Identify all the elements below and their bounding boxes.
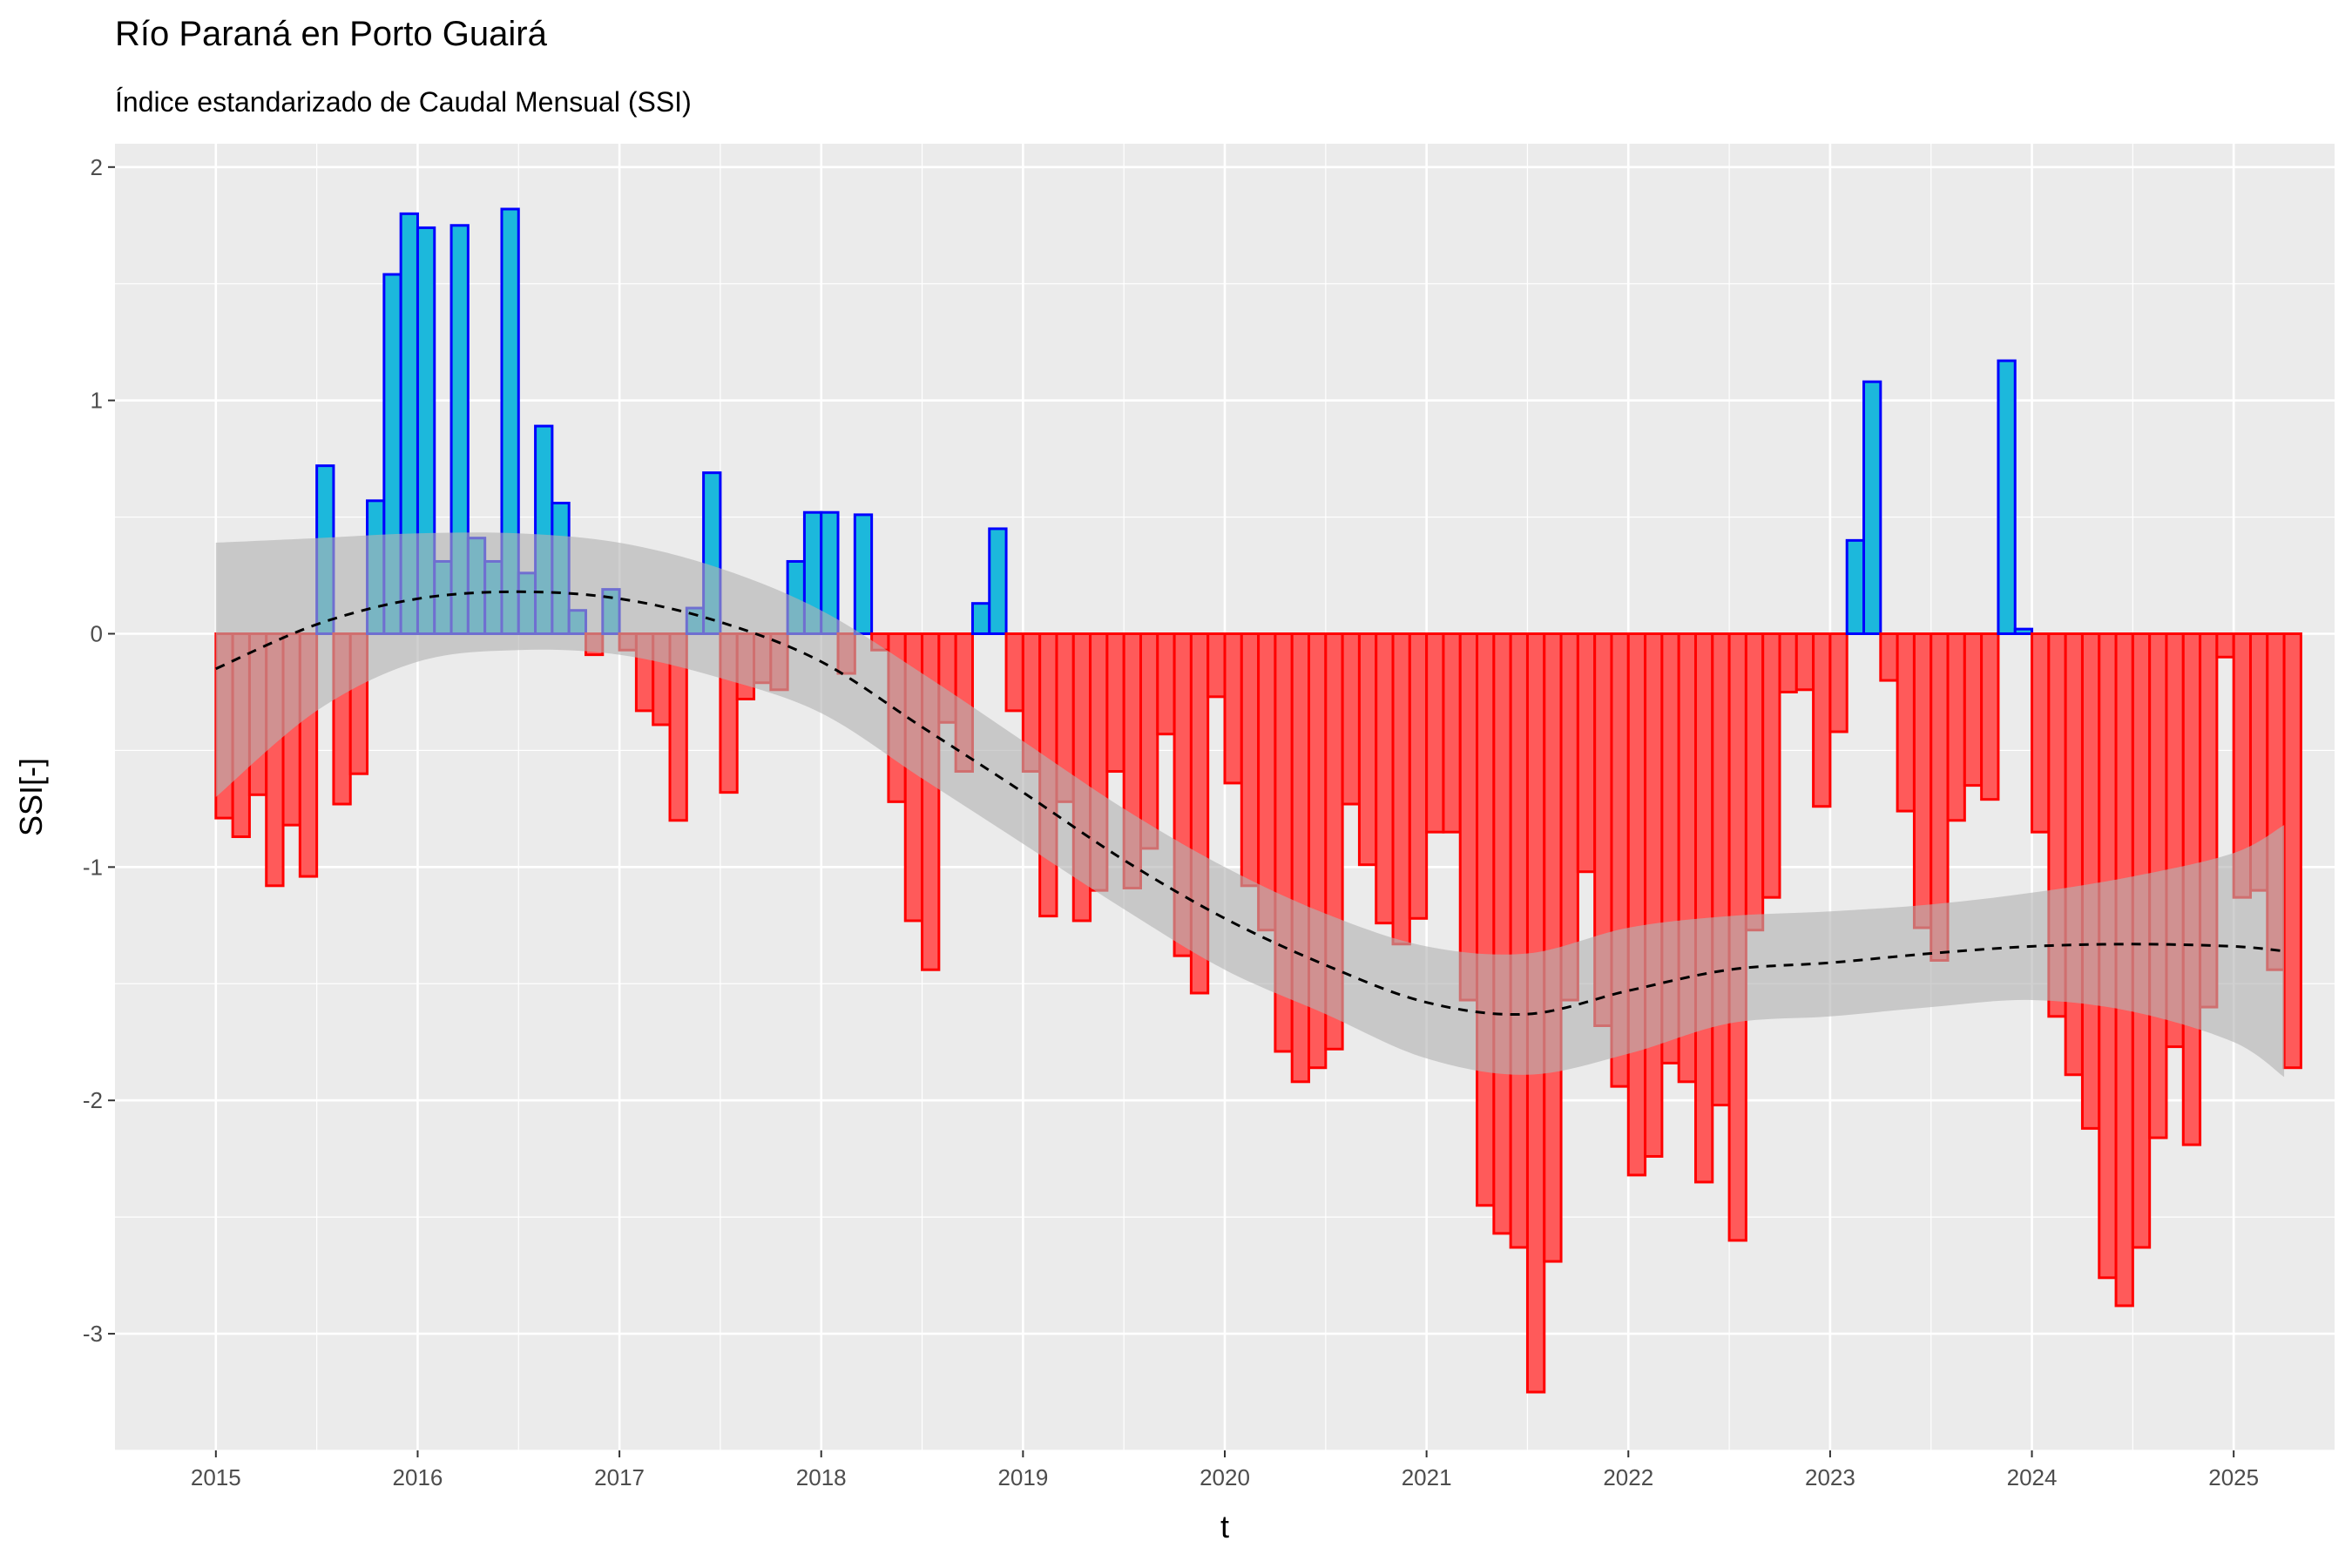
bar-positive bbox=[853, 513, 874, 636]
bar-positive bbox=[1845, 538, 1866, 635]
x-tick-label: 2025 bbox=[2208, 1464, 2259, 1490]
bar-positive bbox=[970, 602, 991, 636]
bar-negative bbox=[1375, 632, 1395, 925]
x-tick-label: 2024 bbox=[2007, 1464, 2058, 1490]
bar-negative bbox=[1391, 632, 1411, 946]
trend-layer bbox=[215, 590, 2285, 1016]
bar-negative bbox=[1744, 632, 1765, 932]
bar-negative bbox=[1357, 632, 1378, 867]
bar-negative bbox=[1912, 632, 1933, 929]
bar-positive bbox=[2013, 627, 2034, 636]
x-tick-label: 2018 bbox=[796, 1464, 847, 1490]
x-tick-label: 2017 bbox=[594, 1464, 645, 1490]
confidence-band bbox=[215, 532, 2285, 1078]
bar-negative bbox=[1946, 632, 1966, 822]
bar-negative bbox=[1626, 632, 1647, 1177]
bar-negative bbox=[1139, 632, 1159, 850]
bar-negative bbox=[1425, 632, 1445, 834]
x-axis-title: t bbox=[1220, 1509, 1229, 1544]
bar-negative bbox=[1240, 632, 1260, 888]
x-tick-label: 2023 bbox=[1805, 1464, 1855, 1490]
x-tick-label: 2022 bbox=[1603, 1464, 1653, 1490]
bar-negative bbox=[1711, 632, 1731, 1107]
bar-negative bbox=[2031, 632, 2051, 834]
bar-negative bbox=[1576, 632, 1597, 874]
bar-negative bbox=[1794, 632, 1815, 692]
bar-negative bbox=[1828, 632, 1848, 733]
confidence-band-layer bbox=[215, 532, 2285, 1078]
x-tick-label: 2020 bbox=[1200, 1464, 1250, 1490]
x-tick-label: 2019 bbox=[997, 1464, 1048, 1490]
bar-positive bbox=[1997, 359, 2017, 635]
chart-title: Río Paraná en Porto Guairá bbox=[115, 15, 548, 53]
y-axis: 2 1 0 -1 -2 -3 bbox=[83, 154, 115, 1347]
bar-positive bbox=[1862, 380, 1882, 635]
bar-negative bbox=[2282, 632, 2302, 1070]
y-tick-label: -2 bbox=[83, 1087, 103, 1113]
x-tick-label: 2016 bbox=[393, 1464, 443, 1490]
bar-negative bbox=[1879, 632, 1899, 682]
bar-negative bbox=[1812, 632, 1832, 808]
bar-negative bbox=[2064, 632, 2084, 1077]
bar-negative bbox=[1980, 632, 2000, 801]
bar-negative bbox=[2080, 632, 2101, 1130]
bar-negative bbox=[1896, 632, 1916, 813]
y-tick-label: 1 bbox=[91, 388, 103, 414]
bar-negative bbox=[1442, 632, 1462, 834]
y-tick-label: -3 bbox=[83, 1321, 103, 1347]
bar-negative bbox=[1492, 632, 1512, 1235]
bar-negative bbox=[1223, 632, 1243, 785]
bar-negative bbox=[1761, 632, 1781, 899]
bar-negative bbox=[1290, 632, 1311, 1084]
bar-negative bbox=[1476, 632, 1496, 1207]
bar-negative bbox=[1778, 632, 1798, 693]
bar-negative bbox=[1458, 632, 1479, 1002]
y-tick-label: -1 bbox=[83, 854, 103, 880]
bar-negative bbox=[1693, 632, 1714, 1184]
y-axis-title: SSI[-] bbox=[13, 758, 49, 836]
bar-negative bbox=[1963, 632, 1984, 787]
bar-negative bbox=[1509, 632, 1529, 1249]
x-tick-label: 2015 bbox=[191, 1464, 241, 1490]
bar-negative bbox=[1644, 632, 1664, 1158]
bar-negative bbox=[1341, 632, 1361, 806]
bar-negative bbox=[1408, 632, 1429, 920]
y-tick-label: 2 bbox=[91, 154, 103, 180]
chart-subtitle: Índice estandarizado de Caudal Mensual (… bbox=[115, 86, 692, 118]
bar-negative bbox=[2215, 632, 2235, 659]
bar-negative bbox=[1156, 632, 1176, 736]
trend-line bbox=[215, 590, 2285, 1016]
x-tick-label: 2021 bbox=[1402, 1464, 1452, 1490]
bar-negative bbox=[1004, 632, 1024, 713]
bar-negative bbox=[1206, 632, 1227, 699]
x-axis: 2015 2016 2017 2018 2019 2020 2021 2022 2023 2024… bbox=[191, 1450, 2259, 1490]
y-tick-label: 0 bbox=[91, 621, 103, 647]
bar-negative bbox=[1105, 632, 1125, 774]
bar-positive bbox=[988, 527, 1008, 636]
